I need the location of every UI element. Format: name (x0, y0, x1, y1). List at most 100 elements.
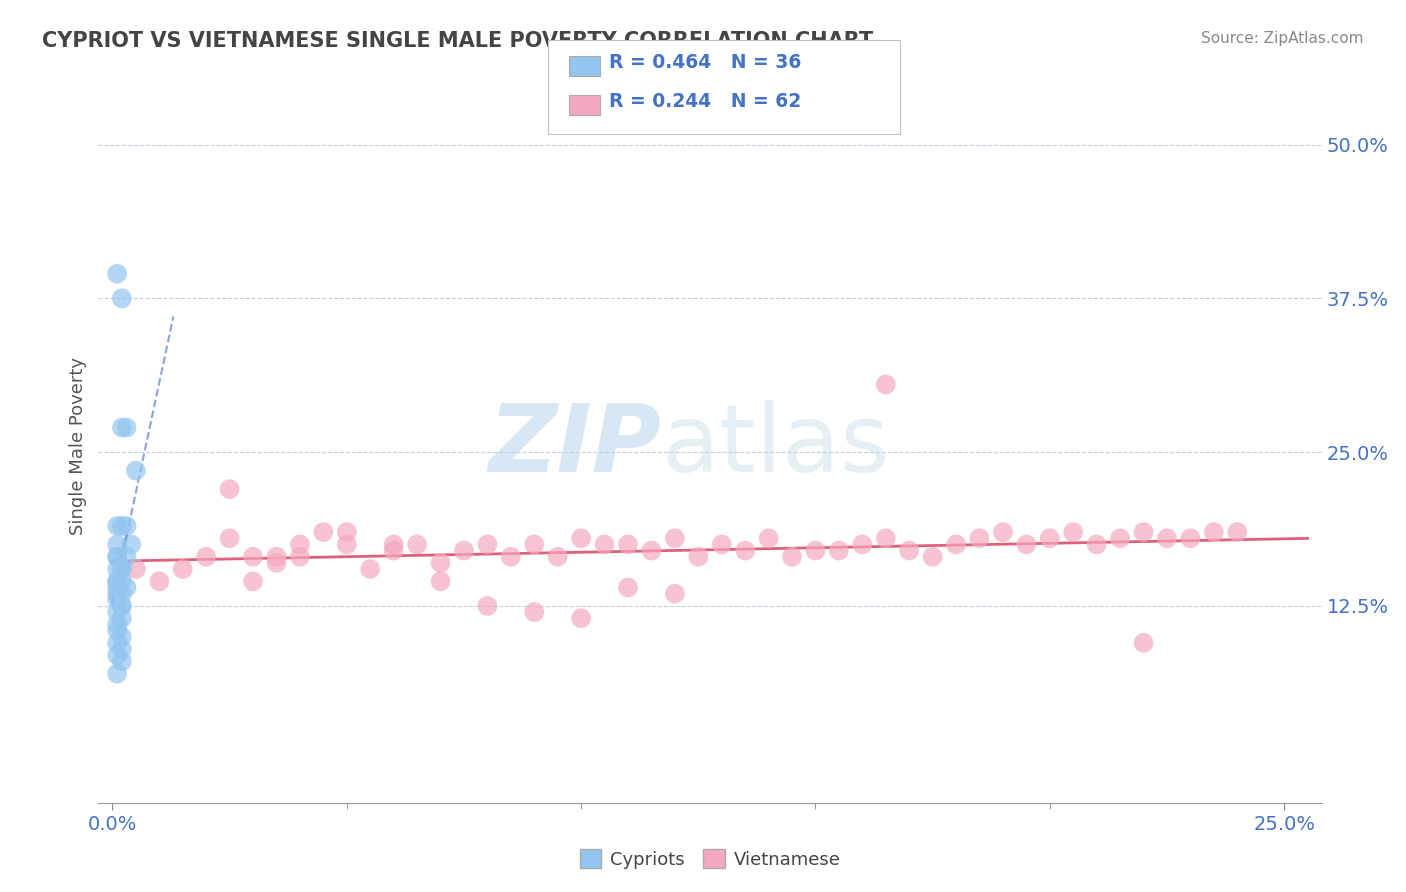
Point (148, 574, 170, 589)
Point (1132, 525, 1154, 540)
Point (105, 574, 128, 589)
Point (218, 531, 240, 545)
Point (266, 549, 288, 564)
Point (382, 537, 405, 551)
Point (288, 549, 311, 564)
Point (111, 630, 134, 644)
Point (111, 562, 134, 576)
Point (312, 525, 335, 540)
Point (336, 525, 359, 540)
Point (242, 549, 264, 564)
Point (111, 587, 134, 601)
Point (547, 549, 569, 564)
Point (359, 562, 381, 576)
Point (105, 666, 128, 681)
Point (115, 581, 138, 595)
Point (105, 574, 128, 589)
Point (406, 537, 429, 551)
Point (875, 377, 897, 392)
Point (1039, 531, 1062, 545)
Point (523, 605, 546, 619)
Point (172, 562, 194, 576)
Text: atlas: atlas (661, 400, 890, 492)
Point (1180, 531, 1202, 545)
Point (617, 537, 640, 551)
Point (115, 420, 138, 434)
Point (195, 549, 218, 564)
Point (111, 611, 134, 625)
Point (105, 562, 128, 576)
Point (664, 531, 686, 545)
Text: R = 0.464   N = 36: R = 0.464 N = 36 (609, 53, 801, 72)
Point (499, 549, 522, 564)
Point (664, 587, 686, 601)
Point (969, 531, 991, 545)
Point (105, 587, 128, 601)
Point (569, 531, 592, 545)
Point (288, 537, 311, 551)
Point (105, 549, 128, 564)
Point (523, 537, 546, 551)
Point (105, 549, 128, 564)
Point (218, 482, 240, 496)
Point (111, 654, 134, 668)
Point (1015, 537, 1038, 551)
Point (242, 574, 264, 589)
Point (780, 549, 803, 564)
Point (105, 648, 128, 662)
Point (991, 525, 1014, 540)
Point (1085, 537, 1108, 551)
Point (569, 611, 592, 625)
Point (828, 543, 851, 558)
Point (429, 574, 451, 589)
Point (111, 599, 134, 613)
Point (851, 537, 873, 551)
Point (640, 543, 662, 558)
Point (758, 531, 780, 545)
Point (120, 537, 142, 551)
Point (382, 543, 405, 558)
Text: R = 0.244   N = 62: R = 0.244 N = 62 (609, 92, 801, 112)
Point (105, 519, 128, 533)
Point (115, 519, 138, 533)
Point (111, 291, 134, 305)
Point (111, 642, 134, 657)
Point (1062, 525, 1084, 540)
Text: CYPRIOT VS VIETNAMESE SINGLE MALE POVERTY CORRELATION CHART: CYPRIOT VS VIETNAMESE SINGLE MALE POVERT… (42, 31, 873, 51)
Point (1156, 531, 1178, 545)
Point (111, 599, 134, 613)
Point (105, 592, 128, 607)
Point (105, 617, 128, 632)
Point (105, 636, 128, 650)
Point (804, 543, 827, 558)
Point (477, 599, 499, 613)
Point (125, 464, 148, 478)
Point (1109, 531, 1132, 545)
Point (875, 531, 897, 545)
Legend: Cypriots, Vietnamese: Cypriots, Vietnamese (572, 842, 848, 876)
Point (453, 543, 475, 558)
Point (688, 549, 710, 564)
Point (105, 624, 128, 638)
Point (898, 543, 921, 558)
Point (111, 562, 134, 576)
Point (1226, 525, 1249, 540)
Point (115, 549, 138, 564)
Text: Source: ZipAtlas.com: Source: ZipAtlas.com (1201, 31, 1364, 46)
Point (105, 605, 128, 619)
Point (1202, 525, 1225, 540)
Point (111, 420, 134, 434)
Y-axis label: Single Male Poverty: Single Male Poverty (69, 357, 87, 535)
Point (734, 543, 756, 558)
Point (921, 549, 943, 564)
Point (111, 574, 134, 589)
Point (125, 562, 148, 576)
Point (111, 519, 134, 533)
Point (429, 556, 451, 570)
Point (105, 537, 128, 551)
Point (1132, 636, 1154, 650)
Point (336, 537, 359, 551)
Point (710, 537, 733, 551)
Point (945, 537, 967, 551)
Point (266, 556, 288, 570)
